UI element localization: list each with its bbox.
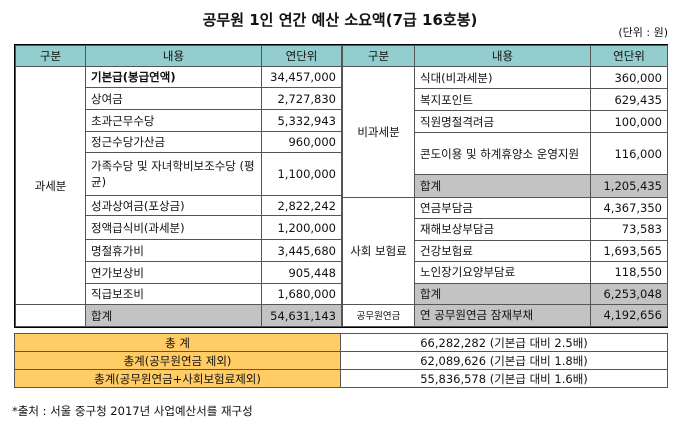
header-category: 구분 [342, 44, 415, 68]
table-row: 합계 6,253,048 [343, 282, 668, 305]
table-row: 재해보상부담금 73,583 [343, 217, 668, 241]
row-label: 합계 [414, 174, 591, 198]
summary-row: 총계(공무원연금+사회보험료제외) 55,836,578 (기본급 대비 1.6배… [14, 369, 668, 388]
table-row: 연가보상비 905,448 [16, 261, 342, 284]
page-title: 공무원 1인 연간 예산 소요액(7급 16호봉) [202, 11, 478, 29]
summary-value: 55,836,578 (기본급 대비 1.6배) [340, 369, 668, 388]
table-row: 정액급식비(과세분) 1,200,000 [16, 215, 342, 240]
row-value: 3,445,680 [261, 239, 342, 262]
row-value: 2,822,242 [261, 195, 342, 216]
row-label: 연금부담금 [414, 196, 591, 219]
row-value: 4,367,350 [590, 196, 668, 219]
row-value: 1,200,000 [261, 215, 342, 240]
row-value: 1,205,435 [590, 174, 668, 198]
category-cell: 과세분 [15, 66, 86, 305]
row-label: 복지포인트 [414, 88, 591, 112]
row-value: 5,332,943 [261, 109, 342, 132]
row-value: 1,680,000 [261, 283, 342, 305]
header-content: 내용 [414, 44, 591, 68]
row-label: 정액급식비(과세분) [85, 215, 262, 240]
right-table: 구분 내용 연단위 비과세분 식대(비과세분) 360,000 복지포인트 629,435 직… [342, 44, 668, 328]
row-value: 905,448 [261, 261, 342, 284]
row-label: 합계 [85, 304, 262, 327]
row-value: 1,100,000 [261, 152, 342, 196]
category-cell [15, 304, 86, 327]
header-category: 구분 [15, 45, 86, 67]
row-value: 2,727,830 [261, 87, 342, 110]
summary-value: 62,089,626 (기본급 대비 1.8배) [340, 351, 668, 370]
row-label: 가족수당 및 자녀학비보조수당 (평균) [85, 152, 262, 196]
row-value: 118,550 [590, 260, 668, 284]
table-row: 공무원연금 연 공무원연금 잠재부채 4,192,656 [342, 303, 668, 328]
row-value: 1,693,565 [590, 239, 668, 262]
header-annual: 연단위 [590, 44, 668, 68]
row-value: 629,435 [590, 88, 668, 112]
table-row: 노인장기요양부담료 118,550 [343, 260, 668, 284]
category-cell: 비과세분 [342, 66, 415, 198]
category-cell: 사회 보험료 [342, 196, 415, 305]
row-label: 직원명절격려금 [414, 110, 591, 134]
table-row: 직급보조비 1,680,000 [16, 283, 342, 305]
row-label: 기본급(봉급연액) [85, 66, 262, 88]
row-label: 직급보조비 [85, 283, 262, 305]
table-row: 명절휴가비 3,445,680 [16, 239, 342, 262]
left-table: 구분 내용 연단위 과세분 기본급(봉급연액) 34,457,000 상여금 2,727,8… [15, 45, 342, 327]
row-label: 초과근무수당 [85, 109, 262, 132]
row-label: 합계 [414, 282, 591, 305]
row-label: 연 공무원연금 잠재부채 [414, 303, 591, 328]
table-row: 합계 1,205,435 [343, 174, 668, 198]
table-row: 사회 보험료 연금부담금 4,367,350 [342, 196, 668, 305]
row-label: 재해보상부담금 [414, 217, 591, 241]
table-row: 직원명절격려금 100,000 [343, 110, 668, 134]
summary-value: 66,282,282 (기본급 대비 2.5배) [340, 333, 668, 352]
row-value: 6,253,048 [590, 282, 668, 305]
row-value: 34,457,000 [261, 66, 342, 88]
row-label: 건강보험료 [414, 239, 591, 262]
source-note: *출처 : 서울 중구청 2017년 사업예산서를 재구성 [12, 404, 253, 418]
row-value: 100,000 [590, 110, 668, 134]
header-annual: 연단위 [261, 45, 342, 67]
summary-row: 총 계 66,282,282 (기본급 대비 2.5배) [14, 333, 668, 352]
table-row: 건강보험료 1,693,565 [343, 239, 668, 262]
row-value: 116,000 [590, 132, 668, 176]
table-row: 비과세분 식대(비과세분) 360,000 [342, 66, 668, 198]
row-label: 식대(비과세분) [414, 66, 591, 90]
summary-table: 총 계 66,282,282 (기본급 대비 2.5배) 총계(공무원연금 제외) 6… [14, 333, 668, 388]
row-label: 성과상여금(포상금) [85, 195, 262, 216]
row-label: 상여금 [85, 87, 262, 110]
row-label: 콘도이용 및 하계휴양소 운영지원 [414, 132, 591, 176]
row-value: 54,631,143 [261, 304, 342, 327]
table-row: 콘도이용 및 하계휴양소 운영지원 116,000 [343, 132, 668, 176]
header-content: 내용 [85, 45, 262, 67]
summary-label: 총 계 [14, 333, 341, 352]
summary-label: 총계(공무원연금 제외) [14, 351, 341, 370]
row-value: 73,583 [590, 217, 668, 241]
table-row: 정근수당가산금 960,000 [16, 131, 342, 153]
summary-label: 총계(공무원연금+사회보험료제외) [14, 369, 341, 388]
summary-row: 총계(공무원연금 제외) 62,089,626 (기본급 대비 1.8배) [14, 351, 668, 370]
row-value: 360,000 [590, 66, 668, 90]
category-cell: 공무원연금 [342, 303, 415, 328]
table-row: 과세분 기본급(봉급연액) 34,457,000 [15, 66, 342, 305]
row-label: 노인장기요양부담료 [414, 260, 591, 284]
table-row: 합계 54,631,143 [15, 304, 342, 327]
row-value: 960,000 [261, 131, 342, 153]
row-label: 연가보상비 [85, 261, 262, 284]
row-label: 정근수당가산금 [85, 131, 262, 153]
table-row: 성과상여금(포상금) 2,822,242 [16, 195, 342, 216]
unit-label: (단위 : 원) [618, 26, 668, 39]
row-label: 명절휴가비 [85, 239, 262, 262]
row-value: 4,192,656 [590, 303, 668, 328]
budget-table: 구분 내용 연단위 과세분 기본급(봉급연액) 34,457,000 상여금 2,727,8… [14, 44, 668, 328]
